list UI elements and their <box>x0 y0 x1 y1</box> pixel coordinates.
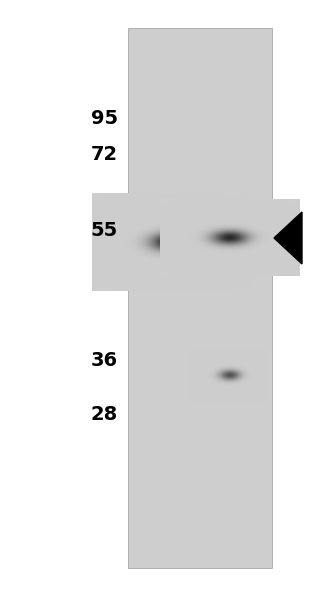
Text: 95: 95 <box>91 109 118 127</box>
Bar <box>128 28 272 568</box>
Text: 55: 55 <box>91 220 118 239</box>
Text: 28: 28 <box>91 406 118 425</box>
Polygon shape <box>274 212 302 264</box>
Text: 36: 36 <box>91 350 118 370</box>
Text: 72: 72 <box>91 145 118 164</box>
